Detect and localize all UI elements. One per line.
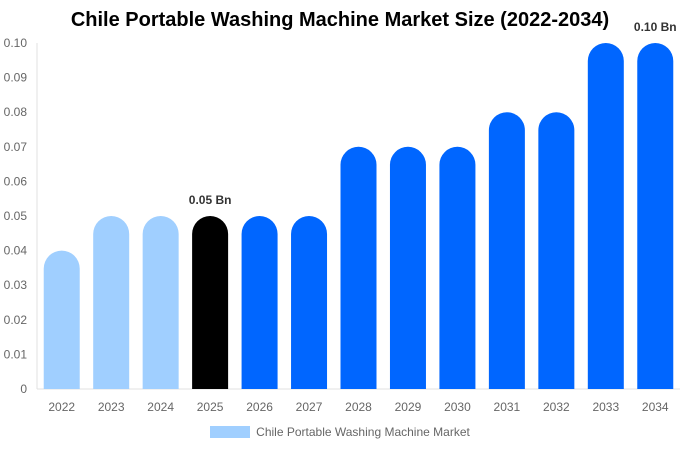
- data-label: 0.05 Bn: [189, 193, 232, 207]
- bar-2022: [43, 250, 80, 389]
- y-tick-label: 0.06: [4, 174, 28, 188]
- legend-label: Chile Portable Washing Machine Market: [256, 425, 470, 439]
- y-tick-label: 0.01: [4, 347, 28, 361]
- bar-2034: [637, 43, 674, 389]
- y-tick-label: 0.09: [4, 71, 28, 85]
- y-tick-label: 0.03: [4, 278, 28, 292]
- y-tick-label: 0.10: [4, 36, 28, 50]
- x-tick-label: 2025: [197, 400, 224, 414]
- x-tick-label: 2023: [98, 400, 125, 414]
- x-tick-label: 2034: [642, 400, 669, 414]
- y-tick-label: 0.05: [4, 209, 28, 223]
- bar-2030: [439, 146, 476, 389]
- y-tick-label: 0.04: [4, 244, 28, 258]
- legend[interactable]: Chile Portable Washing Machine Market: [0, 425, 680, 439]
- bar-2033: [587, 43, 624, 389]
- y-tick-label: 0.02: [4, 313, 28, 327]
- chart-title: Chile Portable Washing Machine Market Si…: [70, 9, 610, 31]
- x-tick-label: 2033: [592, 400, 619, 414]
- bar-2024: [142, 216, 179, 389]
- bar-2023: [93, 216, 130, 389]
- x-tick-label: 2028: [345, 400, 372, 414]
- data-label: 0.10 Bn: [634, 20, 677, 34]
- y-tick-label: 0: [20, 382, 27, 396]
- bar-2028: [340, 146, 377, 389]
- x-tick-label: 2030: [444, 400, 471, 414]
- bar-2031: [488, 112, 525, 389]
- legend-swatch: [210, 426, 251, 438]
- x-tick-label: 2031: [494, 400, 521, 414]
- x-tick-label: 2032: [543, 400, 570, 414]
- x-tick-label: 2024: [147, 400, 174, 414]
- x-tick-label: 2022: [48, 400, 75, 414]
- bar-2025: [192, 216, 229, 389]
- bar-2029: [389, 146, 426, 389]
- y-tick-label: 0.07: [4, 140, 28, 154]
- bar-2026: [241, 216, 278, 389]
- bar-2032: [538, 112, 575, 389]
- x-tick-label: 2026: [246, 400, 273, 414]
- x-tick-label: 2029: [395, 400, 422, 414]
- bar-2027: [291, 216, 328, 389]
- x-tick-label: 2027: [296, 400, 323, 414]
- y-tick-label: 0.08: [4, 105, 28, 119]
